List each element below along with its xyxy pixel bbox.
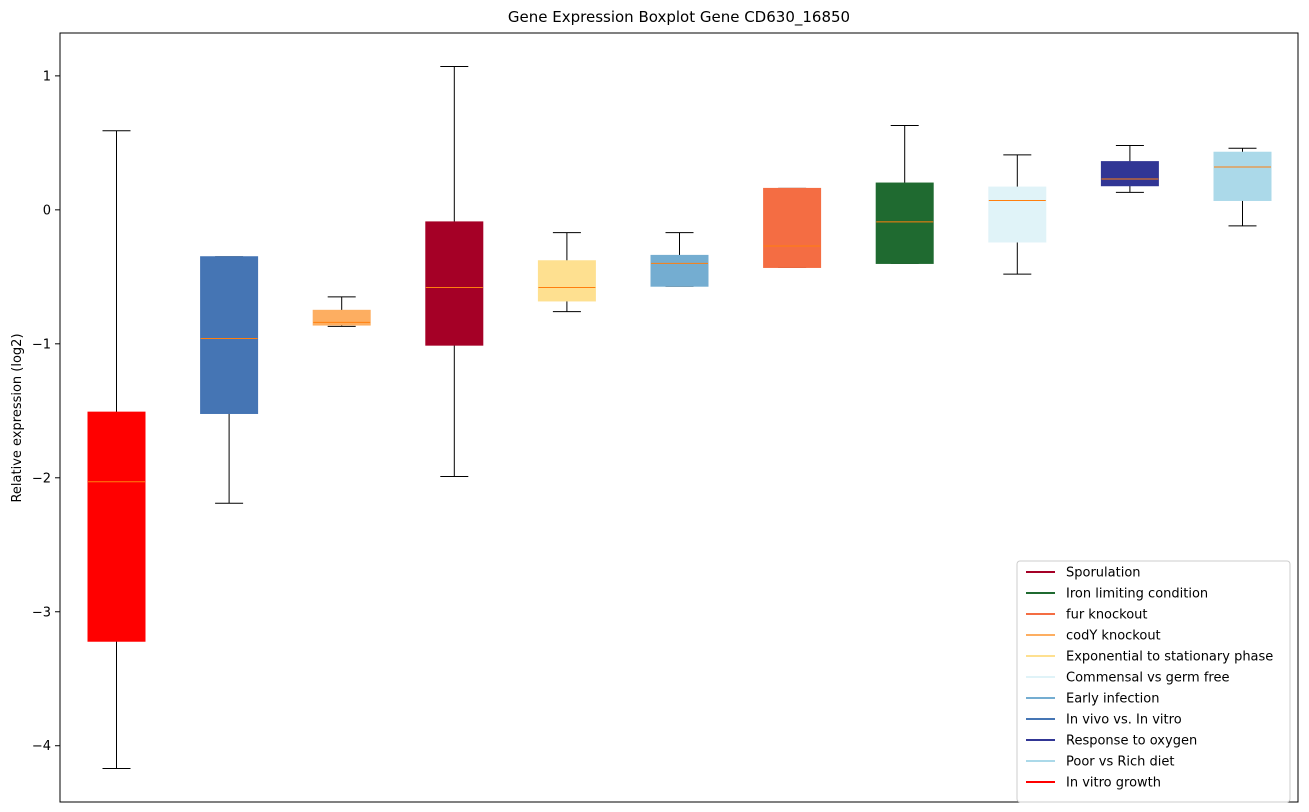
legend-label: Response to oxygen <box>1066 734 1197 749</box>
box-sporulation <box>425 65 484 477</box>
box-iqr <box>763 187 822 268</box>
box-iqr <box>87 411 146 642</box>
legend-label: Exponential to stationary phase <box>1066 650 1273 665</box>
y-tick-label: 1 <box>43 69 51 84</box>
legend-label: In vitro growth <box>1066 776 1161 791</box>
box-fur-knockout <box>763 187 822 268</box>
box-early-infection <box>650 232 709 287</box>
box-iqr <box>537 260 596 302</box>
plot-frame <box>59 32 1299 803</box>
y-tick-label: −2 <box>32 471 51 486</box>
box-iqr <box>1100 161 1159 187</box>
legend-frame <box>1016 560 1291 803</box>
y-tick-label: −4 <box>32 739 51 754</box>
box-iqr <box>988 186 1047 243</box>
box-exponential-to-stationary-phase <box>537 232 596 313</box>
y-axis-label: Relative expression (log2) <box>10 333 25 502</box>
boxes-layer <box>87 65 1272 770</box>
legend: Sporulation Iron limiting condition fur kn… <box>1016 560 1291 803</box>
y-tick-label: 0 <box>43 203 51 218</box>
legend-label: In vivo vs. In vitro <box>1066 713 1182 728</box>
box-iqr <box>312 309 371 326</box>
box-response-to-oxygen <box>1100 145 1159 193</box>
legend-label: Iron limiting condition <box>1066 587 1208 602</box>
box-in-vivo-vs-in-vitro <box>200 256 259 504</box>
y-tick-label: −3 <box>32 605 51 620</box>
box-iqr <box>650 254 709 287</box>
y-tick-label: −1 <box>32 337 51 352</box>
box-iqr <box>200 256 259 414</box>
box-poor-vs-rich-diet <box>1213 147 1272 227</box>
box-cody-knockout <box>312 296 371 327</box>
box-iron-limiting-condition <box>875 124 934 264</box>
box-iqr <box>875 182 934 264</box>
box-iqr <box>1213 151 1272 201</box>
box-commensal-vs-germ-free <box>988 154 1047 275</box>
legend-label: Poor vs Rich diet <box>1066 755 1174 770</box>
chart-title: Gene Expression Boxplot Gene CD630_16850 <box>508 8 850 27</box>
legend-label: Sporulation <box>1066 566 1141 581</box>
legend-label: Early infection <box>1066 692 1159 707</box>
box-iqr <box>425 221 484 346</box>
legend-label: fur knockout <box>1066 608 1148 623</box>
legend-label: codY knockout <box>1066 629 1161 644</box>
box-in-vitro-growth <box>87 130 146 770</box>
y-axis: 1 0 −1 −2 −3 −4 <box>32 69 60 754</box>
legend-label: Commensal vs germ free <box>1066 671 1229 686</box>
